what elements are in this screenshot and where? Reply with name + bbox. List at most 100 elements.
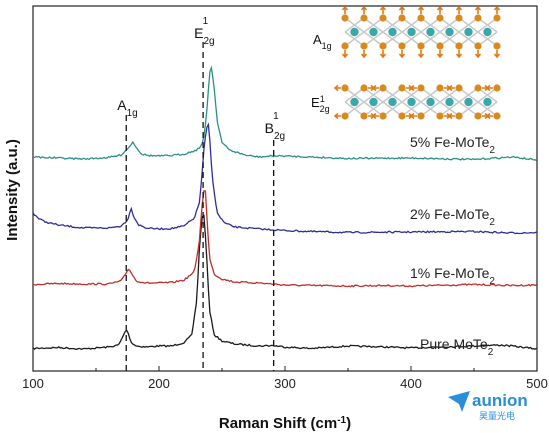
lattice-bond	[344, 101, 365, 117]
series-line-2	[32, 122, 537, 235]
te-atom	[493, 84, 501, 92]
te-atom	[474, 14, 482, 22]
displacement-arrow	[436, 50, 444, 59]
displacement-arrow	[417, 5, 425, 14]
lattice-bond	[420, 101, 441, 117]
lattice-bond	[401, 31, 422, 47]
displacement-arrow	[371, 112, 379, 120]
lattice-bond	[439, 87, 460, 103]
te-atom	[398, 42, 406, 50]
te-atom	[417, 112, 425, 120]
lattice-bond	[477, 101, 498, 117]
te-atom	[341, 84, 349, 92]
te-atom	[379, 84, 387, 92]
te-atom	[417, 14, 425, 22]
mo-atom	[483, 97, 492, 107]
displacement-arrow	[379, 5, 387, 14]
displacement-arrow	[436, 5, 444, 14]
plot-frame	[32, 5, 538, 372]
peak-marker-label-1: E2g1	[194, 16, 214, 47]
inset-label-e2g: E2g1	[311, 94, 330, 114]
displacement-arrow	[341, 5, 349, 14]
te-atom	[493, 112, 501, 120]
displacement-arrow	[333, 84, 341, 92]
displacement-arrow	[333, 112, 341, 120]
watermark-brand: aunion	[472, 391, 528, 410]
mo-atom	[407, 97, 416, 107]
lattice-bond	[420, 31, 441, 47]
series-line-3	[32, 65, 537, 162]
a1g-lattice-icon	[341, 5, 501, 59]
lattice-bond	[458, 31, 479, 47]
displacement-arrow	[447, 112, 455, 120]
te-atom	[417, 84, 425, 92]
te-atom	[398, 84, 406, 92]
lattice-bond	[477, 31, 498, 47]
lattice-bond	[477, 87, 498, 103]
aunion-logo-icon	[448, 391, 470, 412]
x-tick-label: 300	[274, 376, 296, 391]
te-atom	[360, 14, 368, 22]
mo-atom	[464, 97, 473, 107]
aunion-watermark: aunion 昊量光电	[448, 391, 528, 422]
x-tick-label: 400	[400, 376, 422, 391]
te-atom	[379, 42, 387, 50]
lattice-bond	[401, 87, 422, 103]
displacement-arrow	[455, 5, 463, 14]
displacement-arrow	[474, 5, 482, 14]
te-atom	[360, 112, 368, 120]
te-atom	[398, 14, 406, 22]
te-atom	[436, 112, 444, 120]
series-line-1	[32, 189, 537, 288]
inset-label-a1g: A1g	[313, 32, 332, 51]
series-label-3: 5% Fe-MoTe2	[410, 134, 495, 156]
mo-atom	[445, 27, 454, 37]
te-atom	[474, 112, 482, 120]
lattice-bond	[439, 17, 460, 33]
te-atom	[360, 84, 368, 92]
lattice-bond	[363, 31, 384, 47]
te-atom	[455, 14, 463, 22]
mo-atom	[483, 27, 492, 37]
e2g-lattice-icon	[333, 84, 501, 120]
mo-atom	[350, 97, 359, 107]
displacement-arrow	[409, 112, 417, 120]
x-tick-label: 100	[22, 376, 44, 391]
te-atom	[455, 112, 463, 120]
lattice-bond	[382, 31, 403, 47]
displacement-arrow	[379, 50, 387, 59]
displacement-arrow	[398, 50, 406, 59]
y-axis-title: Intensity (a.u.)	[4, 139, 21, 241]
lattice-bond	[344, 87, 365, 103]
lattice-bond	[439, 31, 460, 47]
lattice-bond	[382, 101, 403, 117]
x-tick-label: 200	[148, 376, 170, 391]
te-atom	[436, 14, 444, 22]
lattice-bond	[382, 17, 403, 33]
displacement-arrow	[409, 84, 417, 92]
series-label-2: 2% Fe-MoTe2	[410, 206, 495, 228]
x-axis-title: Raman Shift (cm-1)	[219, 415, 351, 433]
lattice-bond	[363, 101, 384, 117]
lattice-bond	[420, 17, 441, 33]
watermark-subtitle: 昊量光电	[479, 410, 515, 422]
series-label-0: Pure MoTe2	[420, 336, 494, 358]
peak-marker-label-0: A1g	[117, 97, 137, 119]
displacement-arrow	[474, 50, 482, 59]
te-atom	[455, 84, 463, 92]
series-line-0	[32, 214, 537, 351]
mo-atom	[350, 27, 359, 37]
lattice-bond	[458, 101, 479, 117]
te-atom	[474, 42, 482, 50]
te-atom	[417, 42, 425, 50]
lattice-bond	[458, 87, 479, 103]
displacement-arrow	[371, 84, 379, 92]
mo-atom	[388, 27, 397, 37]
mo-atom	[464, 27, 473, 37]
lattice-bond	[344, 17, 365, 33]
displacement-arrow	[493, 50, 501, 59]
vibration-mode-inset: A1g E2g1	[311, 5, 501, 120]
lattice-bond	[420, 87, 441, 103]
te-atom	[341, 112, 349, 120]
